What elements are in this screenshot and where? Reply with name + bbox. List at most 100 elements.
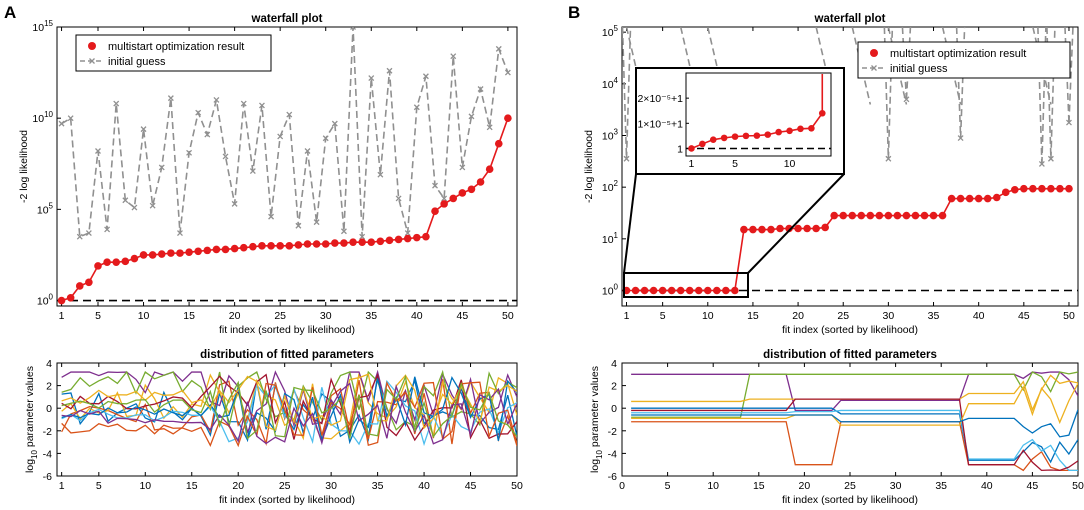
panel-a-waterfall-initial-guess-marker bbox=[76, 233, 83, 240]
panel-a-waterfall-result-point bbox=[267, 242, 275, 250]
panel-a-parameters-x-tick-label: 5 bbox=[96, 480, 102, 492]
panel-b-waterfall-result-point bbox=[758, 225, 766, 234]
panel-a-waterfall-result-point bbox=[367, 238, 376, 246]
panel-b-waterfall-plot: waterfall plot fit index (sorted by likel… bbox=[583, 13, 1079, 336]
panel-b-waterfall-x-tick-label: 50 bbox=[1063, 310, 1075, 322]
panel-b-waterfall-result-point bbox=[821, 223, 829, 232]
panel-b-inset-y-tick-label: 1×10⁻⁵+1 bbox=[637, 118, 683, 130]
panel-a-waterfall-initial-guess-marker bbox=[295, 222, 302, 229]
panel-a-waterfall-result-point bbox=[431, 207, 439, 215]
panel-a-waterfall-x-tick-label: 15 bbox=[183, 310, 195, 322]
panel-b-parameters-y-tick-label: 0 bbox=[611, 403, 617, 415]
panel-b-waterfall-result-point bbox=[1065, 184, 1073, 193]
panel-b-waterfall-y-tick-label-exponent: 1 bbox=[614, 231, 619, 240]
panel-a-waterfall-y-tick-label-base: 10 bbox=[37, 204, 49, 216]
panel-a-parameters-x-tick-label: 10 bbox=[139, 480, 151, 492]
panel-a-waterfall-initial-guess-marker bbox=[350, 27, 356, 30]
panel-b-waterfall-y-tick-label-exponent: 0 bbox=[614, 283, 619, 292]
panel-a-parameters-x-tick-label: 35 bbox=[372, 480, 384, 492]
panel-a-waterfall-initial-guess-marker bbox=[504, 69, 511, 76]
panel-a-waterfall-result-point bbox=[239, 243, 248, 252]
panel-a-waterfall-result-point bbox=[485, 165, 494, 174]
panel-b-waterfall-result-point bbox=[1038, 184, 1046, 193]
panel-b-waterfall-result-point bbox=[839, 211, 848, 220]
panel-a-waterfall-y-axis-label: -2 log likelihood bbox=[18, 130, 30, 203]
panel-a-waterfall-result-point bbox=[422, 232, 430, 241]
panel-b-inset-x-tick-label: 5 bbox=[732, 158, 738, 170]
panel-b-parameters-parameter-trace bbox=[631, 409, 1078, 472]
panel-a-waterfall-initial-guess-marker bbox=[495, 45, 502, 52]
panel-b-waterfall-result-point bbox=[875, 211, 884, 220]
panel-a-waterfall-y-tick-label: 1015 bbox=[32, 19, 53, 34]
panel-a-waterfall-result-point bbox=[449, 194, 458, 203]
panel-b-waterfall-result-point bbox=[703, 286, 712, 295]
panel-b-waterfall-y-tick-label: 103 bbox=[602, 128, 619, 143]
panel-b-waterfall-result-point bbox=[640, 286, 649, 295]
panel-a-parameters-plot-frame bbox=[56, 362, 518, 477]
panel-b-parameters-plot-area bbox=[631, 371, 1078, 472]
panel-a-parameters-y-axis-label-subscript: 10 bbox=[30, 450, 39, 459]
panel-a-waterfall-initial-guess-marker bbox=[240, 100, 247, 107]
panel-b-inset-result-point bbox=[797, 125, 804, 133]
panel-a-waterfall-initial-guess-marker bbox=[340, 228, 347, 235]
panel-a-parameters-x-tick-label: 15 bbox=[186, 480, 198, 492]
panel-a-waterfall-result-point bbox=[203, 246, 212, 255]
panel-a-waterfall-initial-guess-marker bbox=[322, 135, 329, 142]
panel-a-waterfall-x-tick-label: 20 bbox=[229, 310, 241, 322]
panel-b-waterfall-result-point bbox=[694, 286, 703, 295]
panel-a-waterfall-initial-guess-marker bbox=[149, 202, 156, 209]
panel-b-waterfall-y-tick-label: 101 bbox=[602, 231, 619, 246]
panel-a-waterfall-result-point bbox=[312, 240, 321, 248]
panel-a-waterfall-result-point bbox=[66, 293, 75, 302]
panel-b-waterfall-x-tick-label: 25 bbox=[837, 310, 849, 322]
panel-a-waterfall-y-tick-label-exponent: 5 bbox=[49, 201, 54, 210]
panel-a-waterfall-initial-guess-marker bbox=[186, 149, 193, 156]
panel-b-parameters-parameter-trace bbox=[631, 371, 1078, 418]
panel-b-parameters-parameter-trace bbox=[631, 409, 1078, 438]
panel-a-legend-guess-label: initial guess bbox=[108, 56, 166, 68]
panel-b-waterfall-y-axis-label: -2 log likelihood bbox=[583, 130, 595, 203]
panel-a-waterfall-initial-guess-marker bbox=[432, 182, 438, 189]
panel-a-waterfall-result-point bbox=[194, 247, 202, 256]
panel-b-inset-result-point bbox=[786, 127, 793, 135]
panel-b-legend-result-marker bbox=[870, 49, 878, 57]
panel-b-parameters-x-tick-label: 50 bbox=[1072, 480, 1084, 492]
panel-a-waterfall-result-point bbox=[340, 239, 348, 247]
panel-a-waterfall-initial-guess-marker bbox=[222, 153, 229, 160]
panel-b-waterfall-result-point bbox=[812, 224, 820, 233]
panel-b-inset-result-point bbox=[699, 140, 706, 148]
panel-b-parameters-parameter-trace bbox=[631, 407, 1078, 464]
panel-a-waterfall-x-tick-label: 25 bbox=[274, 310, 286, 322]
panel-b-parameter-distribution: distribution of fitted parameters fit ind… bbox=[589, 349, 1084, 506]
panel-b-inset-x-tick-label: 1 bbox=[689, 158, 695, 170]
panel-b-waterfall-result-point bbox=[920, 211, 929, 220]
panel-a-waterfall-initial-guess-marker bbox=[404, 230, 411, 237]
panel-a-waterfall-initial-guess-marker bbox=[422, 73, 429, 80]
panel-b-waterfall-result-point bbox=[857, 211, 866, 220]
panel-a-waterfall-initial-guess-marker bbox=[368, 75, 375, 82]
panel-b-waterfall-y-tick-label: 102 bbox=[602, 179, 619, 194]
panel-b-zoom-connector bbox=[747, 173, 845, 274]
panel-b-parameters-x-axis-label: fit index (sorted by likelihood) bbox=[782, 494, 918, 506]
panel-a-waterfall-result-point bbox=[85, 278, 93, 287]
panel-b-waterfall-result-point bbox=[992, 193, 1001, 202]
panel-b-waterfall-y-tick-label-base: 10 bbox=[602, 27, 614, 39]
panel-a-waterfall-result-point bbox=[230, 244, 239, 253]
panel-a-parameters-y-tick-label: 0 bbox=[46, 403, 52, 415]
panel-a-waterfall-y-tick-label-exponent: 15 bbox=[44, 19, 53, 28]
panel-b-initial-guess-marker bbox=[1047, 155, 1054, 162]
panel-a-waterfall-initial-guess-marker bbox=[158, 164, 165, 171]
panel-a-parameters-y-axis-label-rest: parameter values bbox=[24, 366, 36, 450]
panel-b-inset-result-point bbox=[764, 131, 772, 138]
panel-a-parameters-parameter-trace bbox=[61, 374, 517, 440]
panel-a-waterfall-initial-guess-marker bbox=[58, 120, 65, 127]
panel-b-parameters-parameter-trace bbox=[631, 421, 1078, 472]
panel-a-waterfall-initial-guess-marker bbox=[85, 230, 92, 237]
panel-b-waterfall-y-tick-label-base: 10 bbox=[602, 79, 614, 91]
panel-a-waterfall-initial-guess-marker bbox=[122, 197, 129, 204]
panel-a-waterfall-result-point bbox=[258, 242, 266, 250]
panel-a-waterfall-result-point bbox=[403, 234, 412, 243]
panel-a-waterfall-initial-guess-marker bbox=[213, 96, 220, 103]
panel-b-waterfall-result-point bbox=[1010, 185, 1019, 194]
panel-b-waterfall-result-point bbox=[929, 211, 938, 220]
